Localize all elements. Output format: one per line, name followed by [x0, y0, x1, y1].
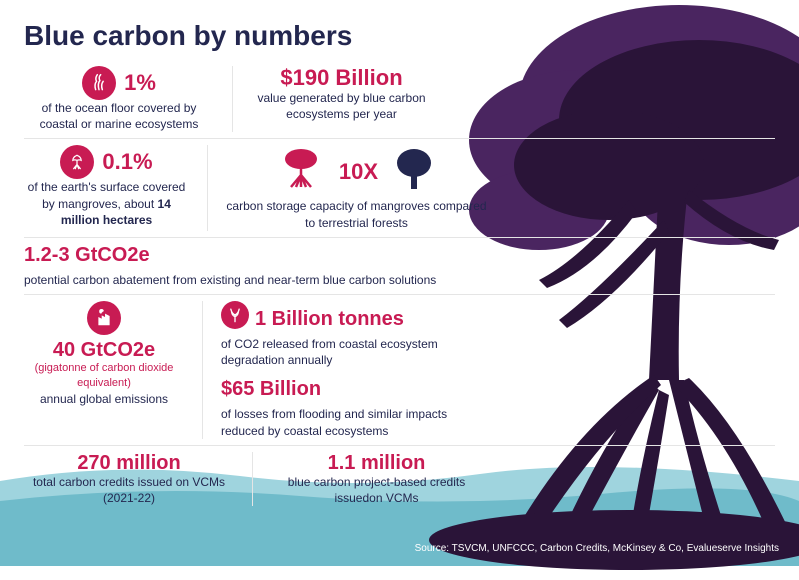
- mangrove-tree-icon: [277, 145, 325, 198]
- stat-value: 1 Billion tonnes: [255, 308, 404, 330]
- stat-value: 1.2-3 GtCO2e: [24, 244, 150, 266]
- stat-desc: total carbon credits issued on VCMs (202…: [24, 474, 234, 506]
- stat-row-5: 270 million total carbon credits issued …: [24, 445, 775, 506]
- stat-emissions: 40 GtCO2e (gigatonne of carbon dioxide e…: [24, 301, 184, 439]
- coral-icon: [221, 301, 249, 329]
- source-attribution: Source: TSVCM, UNFCCC, Carbon Credits, M…: [415, 543, 779, 554]
- stat-right-group: 1 Billion tonnes of CO2 released from co…: [202, 301, 492, 439]
- stat-mangrove-cover: 0.1% of the earth's surface covered by m…: [24, 145, 189, 230]
- stat-credits-blue: 1.1 million blue carbon project-based cr…: [252, 452, 482, 506]
- mangrove-icon: [60, 145, 94, 179]
- stat-value: $65 Billion: [221, 378, 321, 400]
- stat-abatement: 1.2-3 GtCO2e potential carbon abatement …: [24, 244, 484, 288]
- stat-desc: blue carbon project-based credits issued…: [271, 474, 482, 506]
- stat-desc: annual global emissions: [40, 391, 168, 407]
- stat-value: 40 GtCO2e: [53, 339, 155, 361]
- stat-desc: potential carbon abatement from existing…: [24, 272, 436, 288]
- factory-icon: [87, 301, 121, 335]
- stat-desc: of losses from flooding and similar impa…: [221, 406, 492, 438]
- stat-row-4: 40 GtCO2e (gigatonne of carbon dioxide e…: [24, 294, 775, 439]
- infographic-canvas: Blue carbon by numbers 1% of the ocean f…: [0, 0, 799, 566]
- stat-storage-multiplier: 10X carbon storage capacity of mangroves…: [207, 145, 487, 230]
- stat-desc: of the ocean floor covered by coastal or…: [24, 100, 214, 132]
- stat-credits-total: 270 million total carbon credits issued …: [24, 452, 234, 506]
- stat-row-3: 1.2-3 GtCO2e potential carbon abatement …: [24, 237, 775, 288]
- stat-row-2: 0.1% of the earth's surface covered by m…: [24, 138, 775, 230]
- forest-tree-icon: [392, 145, 436, 198]
- stat-desc: of CO2 released from coastal ecosystem d…: [221, 336, 492, 368]
- stat-sub: (gigatonne of carbon dioxide equivalent): [24, 361, 184, 391]
- stat-value: 0.1%: [102, 150, 152, 174]
- stat-value-generated: $190 Billion value generated by blue car…: [232, 66, 432, 132]
- stat-value: $190 Billion: [280, 66, 402, 90]
- stat-desc: value generated by blue carbon ecosystem…: [251, 90, 432, 122]
- stat-value: 270 million: [77, 452, 180, 474]
- stat-value: 1%: [124, 71, 156, 95]
- stat-value: 10X: [339, 160, 378, 184]
- stat-value: 1.1 million: [328, 452, 426, 474]
- stat-co2-released: 1 Billion tonnes of CO2 released from co…: [221, 301, 492, 368]
- stat-row-1: 1% of the ocean floor covered by coastal…: [24, 66, 775, 132]
- stat-desc: carbon storage capacity of mangroves com…: [226, 198, 487, 230]
- content-area: Blue carbon by numbers 1% of the ocean f…: [0, 0, 799, 532]
- stat-losses-reduced: $65 Billion of losses from flooding and …: [221, 378, 492, 438]
- seaweed-icon: [82, 66, 116, 100]
- stat-ocean-floor: 1% of the ocean floor covered by coastal…: [24, 66, 214, 132]
- infographic-title: Blue carbon by numbers: [24, 20, 775, 52]
- stat-desc: of the earth's surface covered by mangro…: [24, 179, 189, 228]
